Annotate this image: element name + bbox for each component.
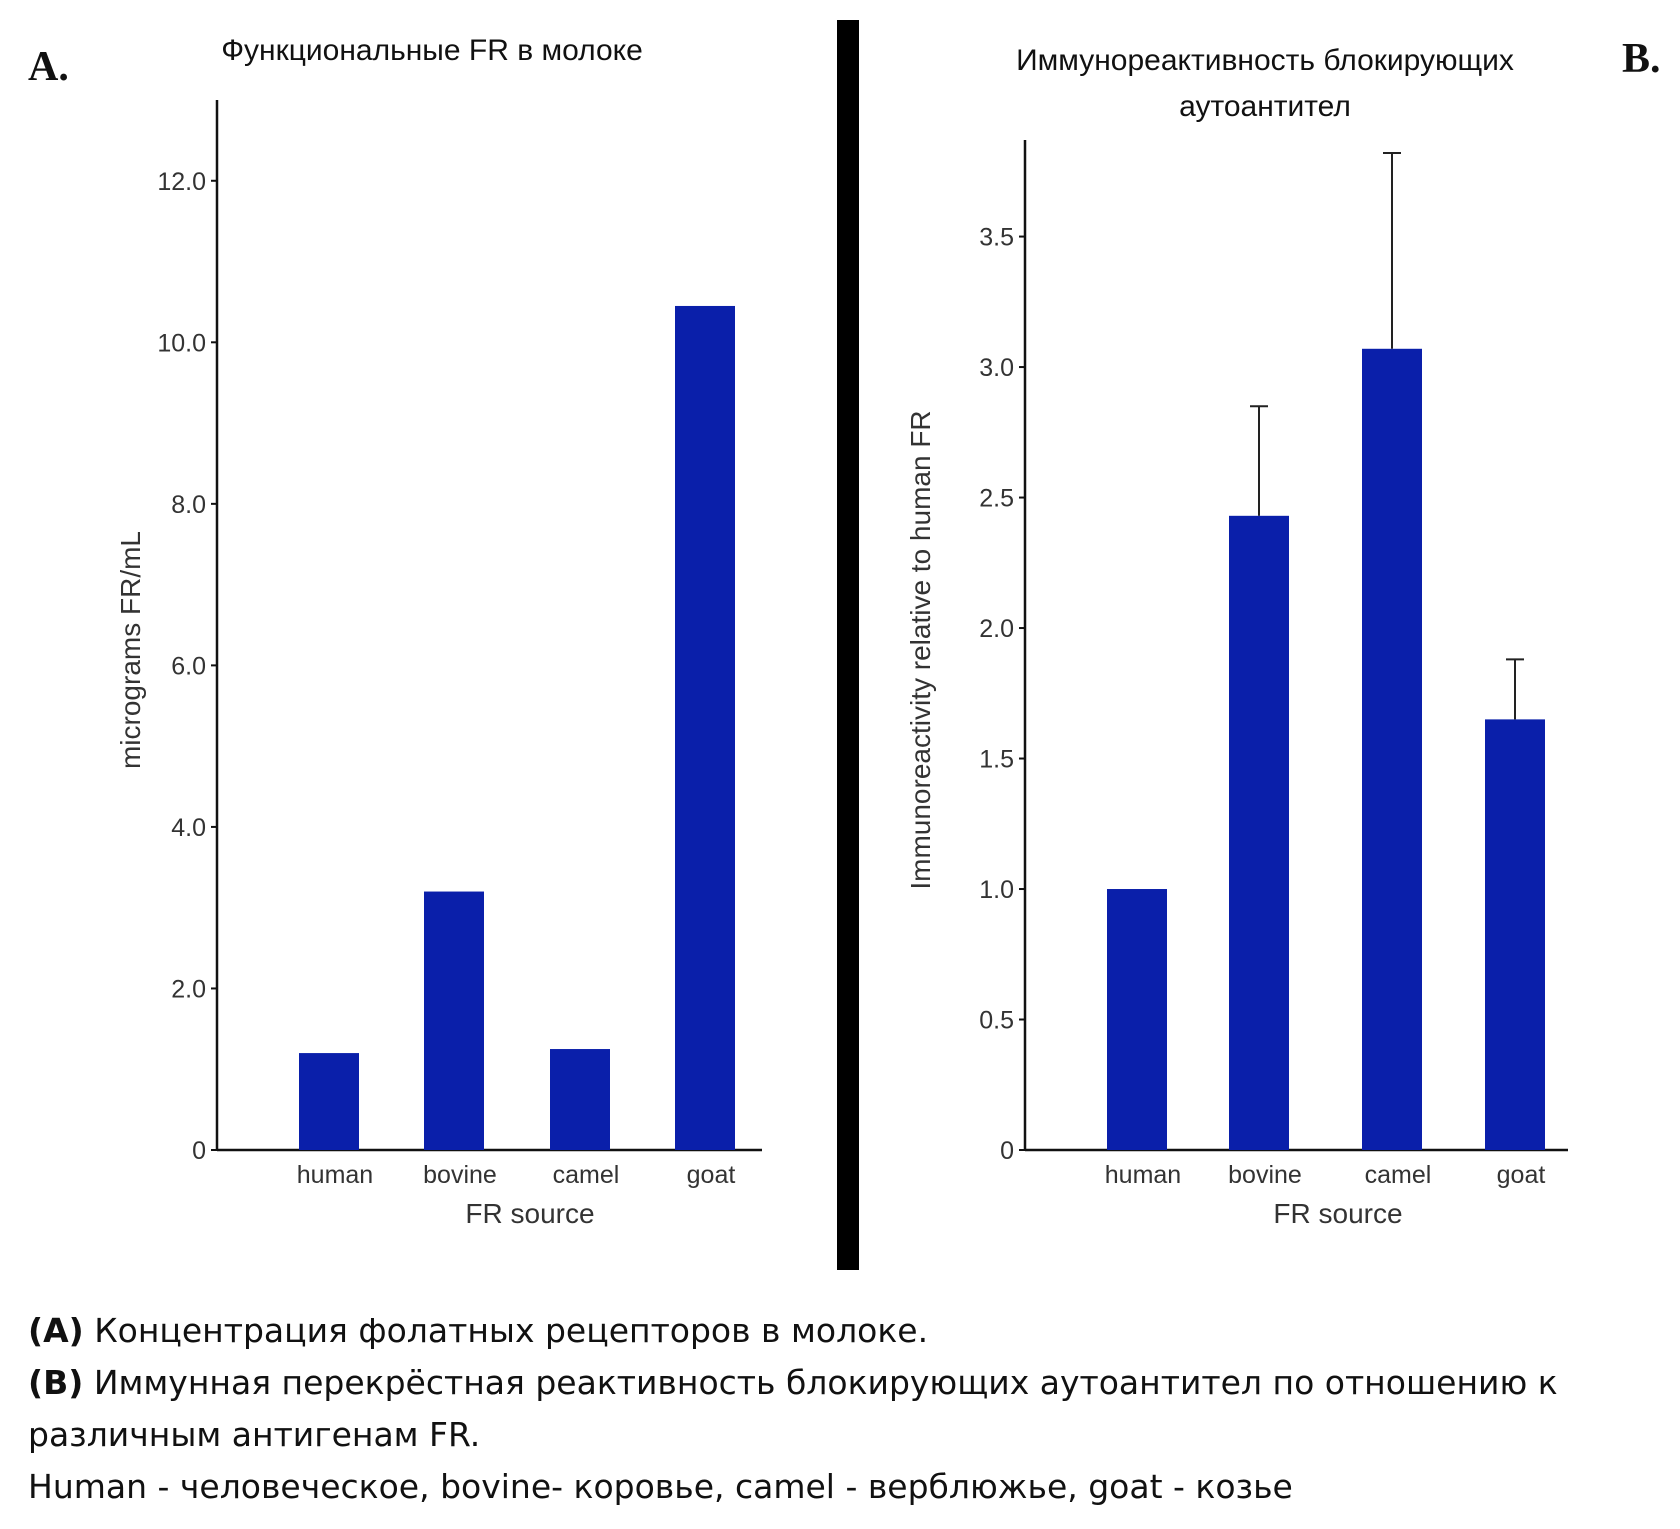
chart-a-y-tick-label: 6.0 bbox=[171, 652, 206, 680]
chart-a-bar-bovine bbox=[424, 891, 484, 1150]
chart-a-y-tick-label: 10.0 bbox=[157, 329, 206, 357]
chart-b-y-tick-label: 3.0 bbox=[979, 354, 1014, 382]
chart-b-y-tick-label: 0 bbox=[1000, 1137, 1014, 1165]
chart-b: 0 0.5 1.0 1.5 2.0 2.5 3.0 3.5 human bovine camel go… bbox=[905, 140, 1568, 1229]
caption-a: (A) Концентрация фолатных рецепторов в м… bbox=[28, 1305, 1668, 1357]
chart-b-x-axis-title: FR source bbox=[1273, 1198, 1402, 1229]
chart-b-category-label: camel bbox=[1365, 1161, 1432, 1189]
chart-b-bar-human bbox=[1107, 889, 1167, 1150]
chart-a-y-tick-label: 12.0 bbox=[157, 168, 206, 196]
chart-a-category-label: human bbox=[297, 1161, 373, 1189]
chart-b-category-label: bovine bbox=[1228, 1161, 1302, 1189]
panel-b-title-line2: аутоантител bbox=[1179, 90, 1351, 123]
figure-caption: (A) Концентрация фолатных рецепторов в м… bbox=[28, 1305, 1668, 1513]
panel-divider bbox=[837, 20, 859, 1270]
chart-b-y-tick-label: 1.0 bbox=[979, 876, 1014, 904]
chart-a-y-tick-label: 2.0 bbox=[171, 975, 206, 1003]
caption-a-text: Концентрация фолатных рецепторов в молок… bbox=[83, 1311, 929, 1350]
chart-a-bar-camel bbox=[550, 1049, 610, 1150]
chart-a-bar-goat bbox=[675, 305, 735, 1150]
chart-a-x-axis-title: FR source bbox=[465, 1198, 594, 1229]
caption-b: (B) Иммунная перекрёстная реактивность б… bbox=[28, 1357, 1668, 1461]
chart-a-y-tick-label: 8.0 bbox=[171, 491, 206, 519]
chart-a-y-tick-label: 4.0 bbox=[171, 814, 206, 842]
chart-b-bar-goat bbox=[1485, 719, 1545, 1150]
figure: A. Функциональные FR в молоке Иммунореак… bbox=[28, 20, 1661, 1270]
panel-b-letter: B. bbox=[1622, 36, 1661, 82]
chart-b-bar-bovine bbox=[1229, 515, 1289, 1150]
chart-a-category-label: camel bbox=[553, 1161, 620, 1189]
chart-b-bar-camel bbox=[1362, 348, 1422, 1150]
chart-b-y-tick-label: 3.5 bbox=[979, 224, 1014, 252]
chart-b-y-tick-label: 1.5 bbox=[979, 746, 1014, 774]
panel-a-title: Функциональные FR в молоке bbox=[221, 34, 643, 67]
chart-a: 0 2.0 4.0 6.0 8.0 10.0 12.0 human bovine camel goa… bbox=[115, 100, 762, 1229]
panel-a-letter: A. bbox=[28, 44, 69, 90]
panel-b-title-line1: Иммунореактивность блокирующих bbox=[1016, 44, 1514, 77]
chart-a-bar-human bbox=[299, 1053, 359, 1150]
chart-a-category-label: bovine bbox=[423, 1161, 497, 1189]
chart-b-y-tick-label: 2.5 bbox=[979, 485, 1014, 513]
caption-b-text: Иммунная перекрёстная реактивность блоки… bbox=[28, 1363, 1558, 1454]
chart-a-category-label: goat bbox=[687, 1161, 736, 1189]
caption-legend: Human - человеческое, bovine- коровье, c… bbox=[28, 1467, 1293, 1506]
chart-b-y-axis-title: Immunoreactivity relative to human FR bbox=[905, 410, 936, 889]
chart-a-y-tick-label: 0 bbox=[192, 1137, 206, 1165]
chart-b-category-label: goat bbox=[1497, 1161, 1546, 1189]
chart-b-y-tick-label: 2.0 bbox=[979, 615, 1014, 643]
caption-a-label: (A) bbox=[28, 1311, 84, 1350]
chart-a-y-axis-title: micrograms FR/mL bbox=[115, 531, 146, 769]
chart-b-y-tick-label: 0.5 bbox=[979, 1007, 1014, 1035]
chart-b-category-label: human bbox=[1105, 1161, 1181, 1189]
caption-b-label: (B) bbox=[28, 1363, 84, 1402]
